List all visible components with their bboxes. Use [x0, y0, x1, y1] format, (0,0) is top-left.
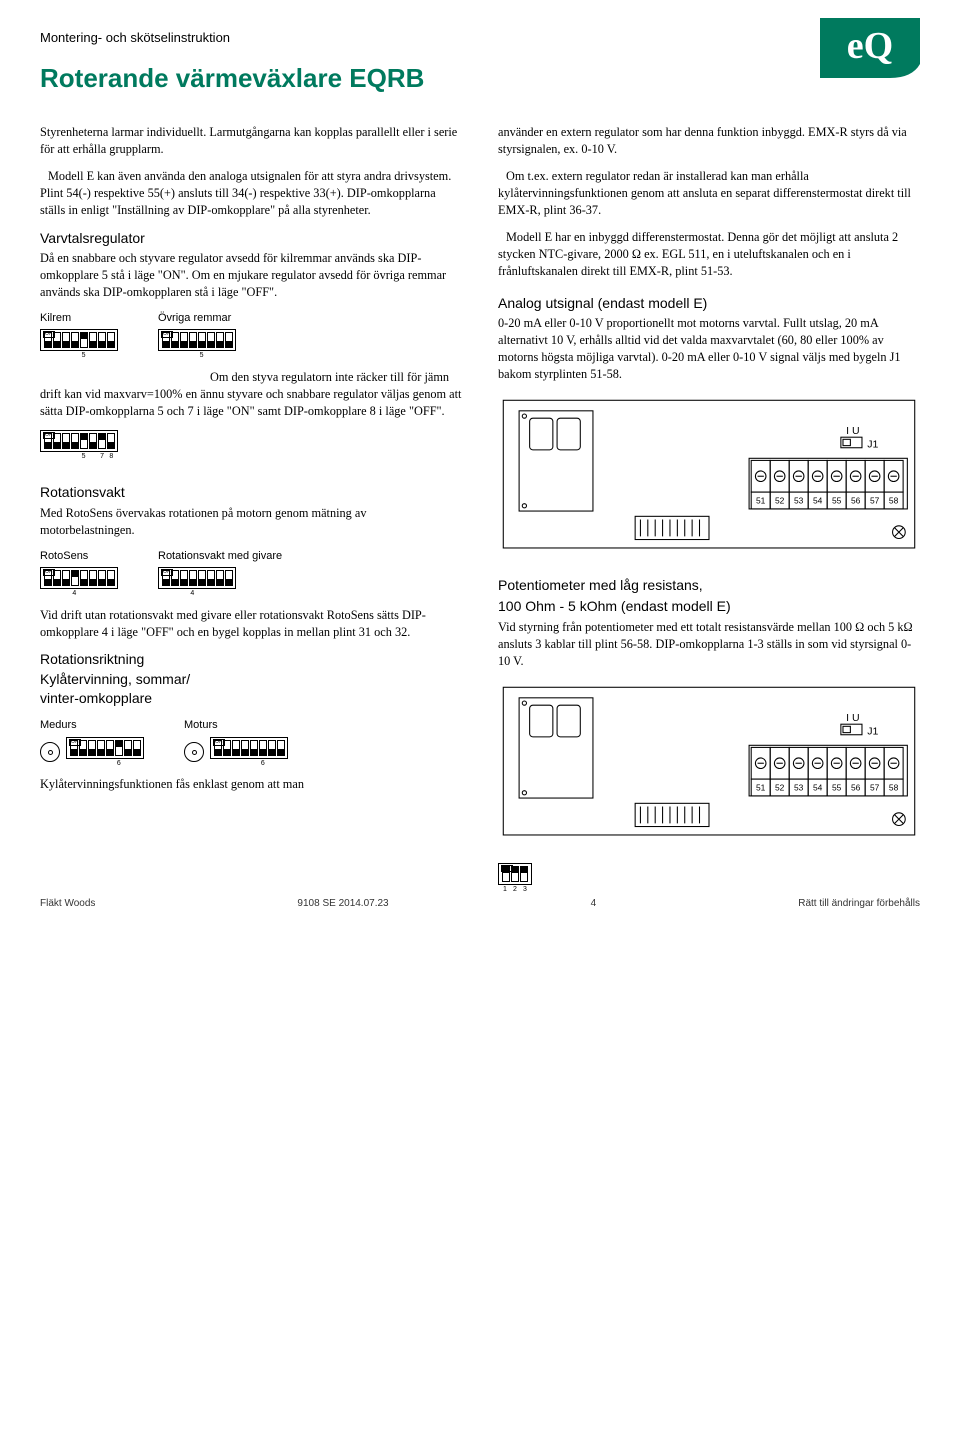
brand-logo: eQ: [820, 18, 920, 78]
dip-under-ovriga: 5: [158, 351, 236, 361]
svg-text:J1: J1: [867, 725, 878, 737]
content-columns: Styrenheterna larmar individuellt. Larmu…: [40, 124, 920, 903]
rotvakt-para-2: Vid drift utan rotationsvakt med givare …: [40, 607, 462, 641]
svg-text:51: 51: [756, 496, 766, 506]
dip-switch-kilrem: ON: [40, 329, 118, 351]
pot-heading-1: Potentiometer med låg resistans,: [498, 576, 920, 595]
varvtals-heading: Varvtalsregulator: [40, 229, 462, 248]
footer-docid: 9108 SE 2014.07.23: [297, 898, 388, 909]
rotgivare-label: Rotationsvakt med givare: [158, 549, 282, 564]
svg-text:56: 56: [851, 496, 861, 506]
svg-text:55: 55: [832, 782, 842, 792]
dip-switch-ovriga: ON: [158, 329, 236, 351]
dip-under-123: 123: [498, 885, 532, 895]
right-para-2: Om t.ex. extern regulator redan är insta…: [498, 168, 920, 219]
svg-text:52: 52: [775, 496, 785, 506]
dip-under-578: 578: [40, 452, 118, 462]
dip-switch-rotosens: ON: [40, 567, 118, 589]
dip-switch-medurs: ON: [66, 737, 144, 759]
right-para-3: Modell E har en inbyggd differenstermost…: [498, 229, 920, 280]
svg-text:51: 51: [756, 782, 766, 792]
footer-rights: Rätt till ändringar förbehålls: [798, 898, 920, 909]
svg-text:52: 52: [775, 782, 785, 792]
svg-text:55: 55: [832, 496, 842, 506]
medurs-label: Medurs: [40, 718, 144, 733]
dip-row-rotation: Medurs ON 6 Moturs ON 6: [40, 718, 462, 768]
left-para-2: Modell E kan även använda den analoga ut…: [40, 168, 462, 219]
pcb-diagram-1: I U J1 51 52 53 54 55 56 57 58: [498, 395, 920, 558]
varvtals-para-1: Då en snabbare och styvare regulator avs…: [40, 250, 462, 301]
right-para-1: använder en extern regulator som har den…: [498, 124, 920, 158]
rotriktning-heading: Rotationsriktning Kylåtervinning, sommar…: [40, 650, 462, 708]
rotation-circle-icon: [184, 742, 204, 762]
dip-under-moturs: 6: [210, 759, 288, 769]
dip-moturs: Moturs ON 6: [184, 718, 288, 768]
analog-heading: Analog utsignal (endast modell E): [498, 294, 920, 313]
page-footer: Fläkt Woods 9108 SE 2014.07.23 4 Rätt ti…: [40, 898, 920, 909]
rotvakt-para-1: Med RotoSens övervakas rotationen på mot…: [40, 505, 462, 539]
dip-kilrem: Kilrem ON 5: [40, 311, 118, 361]
svg-text:57: 57: [870, 496, 880, 506]
dip-medurs: Medurs ON 6: [40, 718, 144, 768]
kyl-para: Kylåtervinningsfunktionen fås enklast ge…: [40, 776, 462, 793]
dip-rotosens: RotoSens ON 4: [40, 549, 118, 599]
dip-under-kilrem: 5: [40, 351, 118, 361]
dip-rotgivare: Rotationsvakt med givare ON 4: [158, 549, 282, 599]
dip-row-578: ON 578: [40, 430, 462, 462]
footer-page: 4: [591, 898, 597, 909]
svg-text:58: 58: [889, 782, 899, 792]
pcb-diagram-2: I U J1 51 52 53 54 55 56 57 58: [498, 682, 920, 845]
pot-para: Vid styrning från potentiometer med ett …: [498, 619, 920, 670]
svg-text:58: 58: [889, 496, 899, 506]
rotvakt-heading: Rotationsvakt: [40, 483, 462, 502]
ovriga-label: Övriga remmar: [158, 311, 236, 326]
varvtals-para-2: Om den styva regulatorn inte räcker till…: [40, 369, 462, 420]
dip-switch-rotgivare: ON: [158, 567, 236, 589]
dip-switch-moturs: ON: [210, 737, 288, 759]
analog-para: 0-20 mA eller 0-10 V proportionellt mot …: [498, 315, 920, 383]
svg-text:53: 53: [794, 496, 804, 506]
left-column: Styrenheterna larmar individuellt. Larmu…: [40, 124, 462, 903]
svg-text:57: 57: [870, 782, 880, 792]
pot-heading-2: 100 Ohm - 5 kOhm (endast modell E): [498, 597, 920, 616]
dip-ovriga: Övriga remmar ON 5: [158, 311, 236, 361]
dip-under-rotosens: 4: [40, 589, 118, 599]
j1-label: J1: [867, 439, 878, 451]
page-title: Roterande värmeväxlare EQRB: [40, 63, 920, 94]
dip-switch-123: ON: [498, 863, 532, 885]
dip-under-medurs: 6: [66, 759, 144, 769]
dip-switch-578: ON: [40, 430, 118, 452]
svg-text:eQ: eQ: [847, 25, 893, 67]
svg-text:I U: I U: [846, 712, 859, 724]
moturs-label: Moturs: [184, 718, 288, 733]
dip-row-kilrem-ovriga: Kilrem ON 5 Övriga remmar ON 5: [40, 311, 462, 361]
dip-under-rotgivare: 4: [158, 589, 236, 599]
doc-type-line: Montering- och skötselinstruktion: [40, 30, 920, 45]
left-para-1: Styrenheterna larmar individuellt. Larmu…: [40, 124, 462, 158]
rotation-circle-icon: [40, 742, 60, 762]
kilrem-label: Kilrem: [40, 311, 118, 326]
rotosens-label: RotoSens: [40, 549, 118, 564]
footer-company: Fläkt Woods: [40, 898, 95, 909]
svg-text:54: 54: [813, 496, 823, 506]
dip-row-123: ON 123: [498, 863, 920, 895]
right-column: använder en extern regulator som har den…: [498, 124, 920, 903]
dip-578: ON 578: [40, 430, 118, 462]
svg-text:54: 54: [813, 782, 823, 792]
svg-text:56: 56: [851, 782, 861, 792]
svg-text:53: 53: [794, 782, 804, 792]
dip-row-rotosens: RotoSens ON 4 Rotationsvakt med givare O…: [40, 549, 462, 599]
dip-123: ON 123: [498, 863, 532, 895]
iu-label: I U: [846, 425, 859, 437]
